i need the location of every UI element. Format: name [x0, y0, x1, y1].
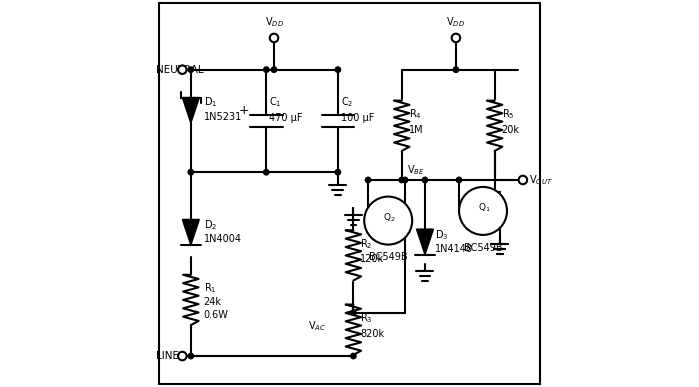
Circle shape [271, 67, 277, 72]
Text: D$_3$: D$_3$ [435, 228, 448, 242]
Text: 1M: 1M [409, 125, 424, 135]
Text: R$_2$: R$_2$ [361, 237, 373, 251]
Text: 470 μF: 470 μF [269, 113, 303, 123]
Circle shape [422, 177, 428, 183]
Text: R$_5$: R$_5$ [502, 107, 514, 121]
Circle shape [336, 67, 340, 72]
Text: 20k: 20k [502, 125, 519, 135]
Circle shape [264, 170, 269, 175]
Circle shape [453, 67, 459, 72]
Text: V$_{DD}$: V$_{DD}$ [265, 15, 284, 29]
Circle shape [459, 187, 507, 235]
Polygon shape [182, 98, 199, 123]
Polygon shape [417, 229, 433, 255]
Text: R$_3$: R$_3$ [361, 311, 373, 325]
Circle shape [188, 353, 194, 359]
Text: V$_{DD}$: V$_{DD}$ [447, 15, 466, 29]
Text: NEUTRAL: NEUTRAL [157, 65, 204, 75]
Text: C$_2$: C$_2$ [341, 96, 354, 109]
Text: D$_2$: D$_2$ [203, 218, 217, 232]
Circle shape [270, 34, 278, 42]
Text: R$_4$: R$_4$ [409, 107, 421, 121]
Circle shape [519, 176, 527, 184]
Circle shape [188, 170, 194, 175]
Text: +: + [238, 104, 249, 116]
Text: D$_1$: D$_1$ [203, 96, 217, 110]
Circle shape [452, 34, 460, 42]
Text: Q$_2$: Q$_2$ [383, 211, 396, 224]
Text: C$_1$: C$_1$ [269, 96, 282, 109]
Text: R$_1$: R$_1$ [203, 281, 216, 295]
Text: 24k: 24k [203, 297, 222, 307]
Text: 1N4004: 1N4004 [203, 234, 242, 244]
Text: V$_{AC}$: V$_{AC}$ [308, 319, 326, 333]
Circle shape [188, 67, 194, 72]
Text: 120k: 120k [361, 254, 384, 264]
Text: V$_{OUT}$: V$_{OUT}$ [528, 173, 552, 187]
Text: V$_{BE}$: V$_{BE}$ [407, 163, 424, 177]
Text: 820k: 820k [361, 329, 384, 339]
Circle shape [366, 177, 370, 183]
Circle shape [178, 352, 187, 360]
Text: 1N5231: 1N5231 [203, 112, 242, 122]
Text: 1N4148: 1N4148 [435, 244, 473, 254]
Circle shape [403, 177, 408, 183]
Text: BC549B: BC549B [369, 252, 408, 262]
Text: Q$_1$: Q$_1$ [478, 202, 491, 214]
Circle shape [178, 65, 187, 74]
Text: 100 μF: 100 μF [341, 113, 375, 123]
Polygon shape [182, 219, 199, 245]
Text: LINE: LINE [157, 351, 180, 361]
Text: 0.6W: 0.6W [203, 310, 229, 320]
Circle shape [336, 170, 340, 175]
Circle shape [351, 353, 356, 359]
Circle shape [364, 197, 412, 245]
Circle shape [264, 67, 269, 72]
Circle shape [399, 177, 405, 183]
Circle shape [351, 310, 356, 315]
Text: BC549B: BC549B [463, 243, 503, 253]
Circle shape [456, 177, 462, 183]
